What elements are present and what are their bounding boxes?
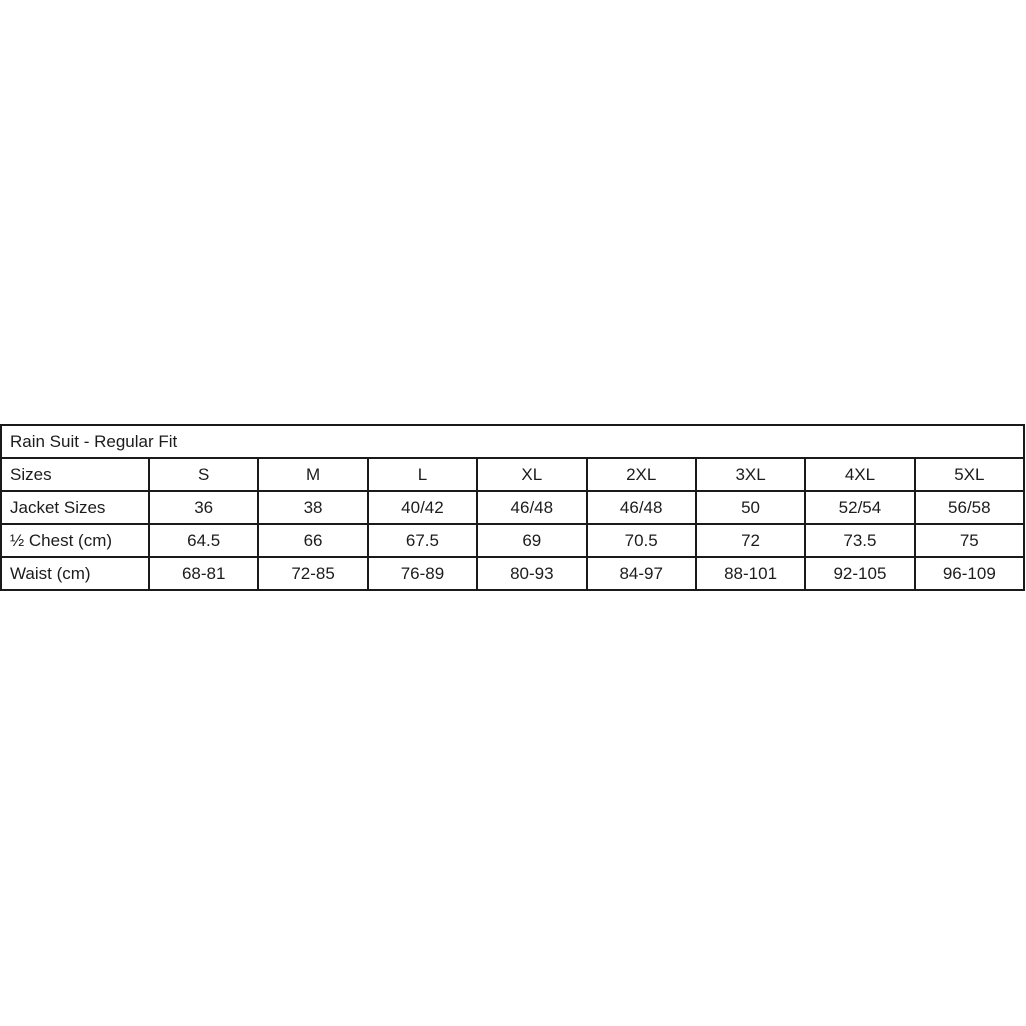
table-cell: 92-105 xyxy=(804,556,916,591)
row-label: Waist (cm) xyxy=(0,556,150,591)
table-cell: 70.5 xyxy=(585,523,697,558)
table-cell: 73.5 xyxy=(804,523,916,558)
table-cell: 46/48 xyxy=(476,490,588,525)
size-chart-table: Rain Suit - Regular Fit Sizes S M L XL 2… xyxy=(0,424,1026,591)
table-cell: 46/48 xyxy=(585,490,697,525)
table-cell: 64.5 xyxy=(147,523,260,558)
column-header-3xl: 3XL xyxy=(694,457,807,492)
table-cell: 84-97 xyxy=(585,556,697,591)
row-label: Jacket Sizes xyxy=(0,490,150,525)
column-header-sizes: Sizes xyxy=(0,457,150,492)
column-header-2xl: 2XL xyxy=(585,457,697,492)
table-cell: 96-109 xyxy=(913,556,1026,591)
column-header-5xl: 5XL xyxy=(913,457,1026,492)
table-cell: 52/54 xyxy=(804,490,916,525)
table-cell: 80-93 xyxy=(476,556,588,591)
header-row: Sizes S M L XL 2XL 3XL 4XL 5XL xyxy=(0,457,1026,492)
table-cell: 72-85 xyxy=(257,556,369,591)
table-cell: 36 xyxy=(147,490,260,525)
column-header-xl: XL xyxy=(476,457,588,492)
table-row-waist: Waist (cm) 68-81 72-85 76-89 80-93 84-97… xyxy=(0,556,1026,591)
row-label: ½ Chest (cm) xyxy=(0,523,150,558)
table-title: Rain Suit - Regular Fit xyxy=(0,424,1025,459)
table-cell: 72 xyxy=(694,523,807,558)
table-cell: 67.5 xyxy=(366,523,479,558)
table-cell: 38 xyxy=(257,490,369,525)
table-cell: 69 xyxy=(476,523,588,558)
column-header-m: M xyxy=(257,457,369,492)
table-cell: 66 xyxy=(257,523,369,558)
table-cell: 76-89 xyxy=(366,556,479,591)
table-row-half-chest: ½ Chest (cm) 64.5 66 67.5 69 70.5 72 73.… xyxy=(0,523,1026,558)
table-cell: 40/42 xyxy=(366,490,479,525)
column-header-l: L xyxy=(366,457,479,492)
table-cell: 68-81 xyxy=(147,556,260,591)
table-cell: 75 xyxy=(913,523,1026,558)
column-header-4xl: 4XL xyxy=(804,457,916,492)
table-row-jacket-sizes: Jacket Sizes 36 38 40/42 46/48 46/48 50 … xyxy=(0,490,1026,525)
table-cell: 50 xyxy=(694,490,807,525)
title-row: Rain Suit - Regular Fit xyxy=(0,424,1025,459)
table-cell: 88-101 xyxy=(694,556,807,591)
column-header-s: S xyxy=(147,457,260,492)
table-cell: 56/58 xyxy=(913,490,1026,525)
